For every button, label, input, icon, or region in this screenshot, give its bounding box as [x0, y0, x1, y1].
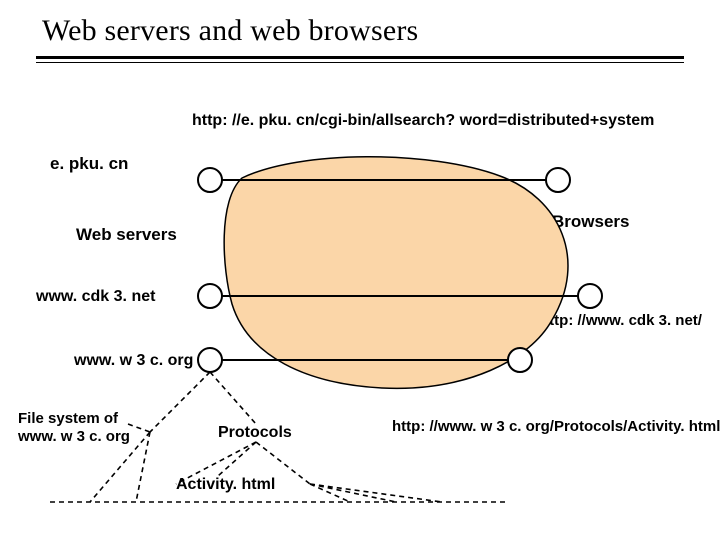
label-w3c-host: www. w 3 c. org [74, 352, 193, 370]
title-rule-thick [36, 56, 684, 59]
diagram-canvas [0, 0, 720, 540]
browser-top-node [546, 168, 570, 192]
label-web-servers: Web servers [76, 225, 177, 245]
slide-stage: Web servers and web browsers http: //e. … [0, 0, 720, 540]
node-layer [198, 168, 602, 372]
server-w3c-node [198, 348, 222, 372]
label-filesystem-2: www. w 3 c. org [18, 428, 130, 445]
browser-bot-node [508, 348, 532, 372]
server-epku-node [198, 168, 222, 192]
label-epku-host: e. pku. cn [50, 154, 128, 174]
solid-links [222, 180, 578, 360]
url-epku: http: //e. pku. cn/cgi-bin/allsearch? wo… [192, 112, 654, 130]
server-cdk3-node [198, 284, 222, 308]
label-protocols: Protocols [218, 424, 292, 442]
label-browsers: Browsers [552, 212, 629, 232]
label-cdk3-host: www. cdk 3. net [36, 288, 155, 306]
browser-mid-node [578, 284, 602, 308]
label-filesystem-1: File system of [18, 410, 118, 427]
label-internet: Internet [336, 282, 398, 302]
title-rule-thin [36, 62, 684, 63]
internet-blob [224, 157, 568, 389]
slide-title: Web servers and web browsers [42, 14, 418, 48]
label-activity: Activity. html [176, 476, 275, 494]
url-cdk3: http: //www. cdk 3. net/ [540, 312, 702, 329]
url-w3c: http: //www. w 3 c. org/Protocols/Activi… [392, 418, 720, 435]
